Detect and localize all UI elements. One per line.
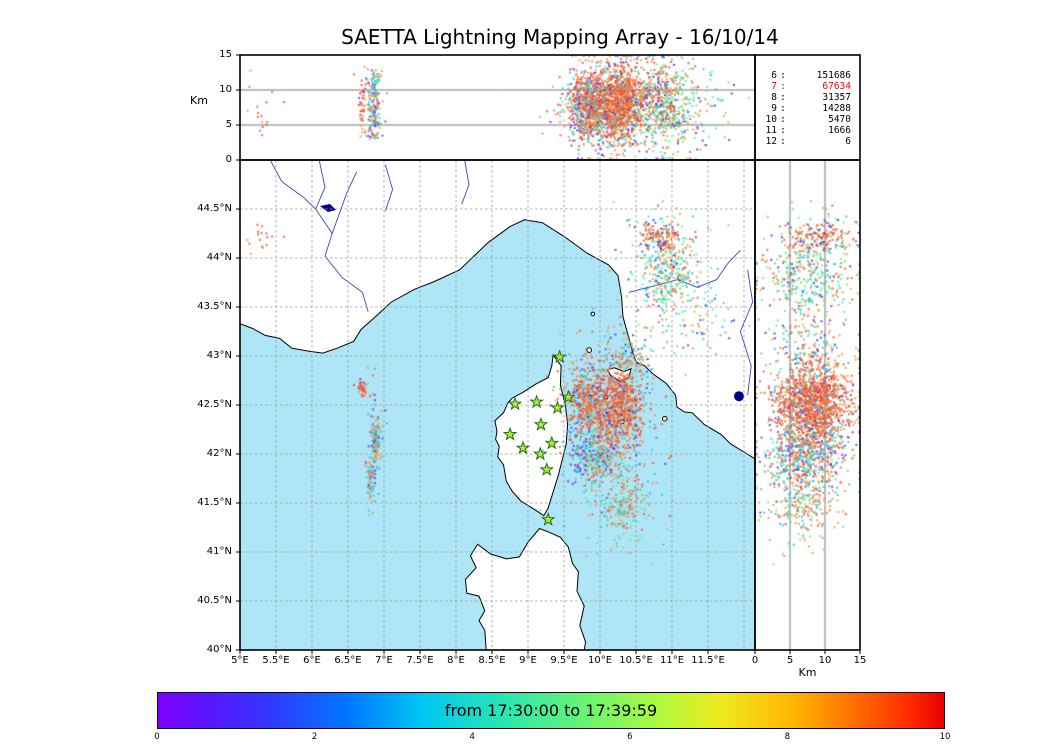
stats-key: 12 (765, 136, 777, 147)
lat-tick-label: 43.5°N (197, 301, 232, 312)
lat-tick-label: 40.5°N (197, 595, 232, 606)
lon-tick-label: 10.5°E (619, 655, 653, 666)
stats-key: 6 (771, 70, 777, 81)
stats-separator: : (780, 114, 786, 125)
stats-key: 9 (771, 103, 777, 114)
lon-tick-label: 7.5°E (406, 655, 434, 666)
stats-value: 6 (845, 136, 851, 147)
stats-value: 67634 (822, 81, 851, 92)
lon-tick-label: 11°E (659, 655, 685, 666)
lat-tick-label: 44°N (206, 252, 232, 263)
lon-tick-label: 9°E (519, 655, 537, 666)
station-star (560, 389, 576, 404)
stations-layer (502, 349, 576, 526)
colorbar-tick-label: 0 (154, 732, 160, 742)
lon-tick-label: 5.5°E (262, 655, 290, 666)
stats-key: 11 (765, 125, 777, 136)
lat-tick-label: 40°N (206, 644, 232, 655)
station-star (540, 512, 556, 526)
lat-tick-label: 44.5°N (197, 203, 232, 214)
station-star (539, 461, 555, 476)
stats-row: 11: 1666 (763, 125, 853, 136)
altitude-tick-label: 10 (219, 84, 232, 95)
lon-tick-label: 8°E (447, 655, 465, 666)
stats-separator: : (780, 92, 786, 103)
stats-row: 10: 5470 (763, 114, 853, 125)
km-tick-label: 10 (818, 655, 832, 666)
stats-row: 8: 31357 (763, 92, 853, 103)
time-colorbar: from 17:30:00 to 17:39:59 (157, 692, 945, 729)
lat-tick-label: 41.5°N (197, 497, 232, 508)
stats-value: 31357 (822, 92, 851, 103)
colorbar-tick-label: 10 (939, 732, 951, 742)
station-star (507, 396, 523, 411)
lon-tick-label: 8.5°E (478, 655, 506, 666)
lon-tick-label: 7°E (375, 655, 393, 666)
stats-row: 6: 151686 (763, 70, 853, 81)
km-tick-label: 5 (786, 655, 794, 666)
station-star (552, 349, 568, 364)
colorbar-tick-label: 8 (784, 732, 791, 742)
station-star (502, 426, 518, 441)
stats-key: 8 (771, 92, 777, 103)
lon-tick-label: 10°E (587, 655, 613, 666)
stats-row: 7: 67634 (763, 81, 853, 92)
colorbar-gradient: from 17:30:00 to 17:39:59 (158, 693, 944, 728)
stats-separator: : (780, 136, 786, 147)
top-panel-canvas (240, 55, 755, 160)
station-star (529, 394, 544, 409)
lon-tick-label: 6°E (303, 655, 321, 666)
stats-value: 14288 (822, 103, 851, 114)
chart-title: SAETTA Lightning Mapping Array - 16/10/1… (341, 25, 779, 49)
colorbar-tick-label: 6 (627, 732, 633, 742)
colorbar-tick-label: 2 (311, 732, 318, 742)
lon-tick-label: 6.5°E (334, 655, 362, 666)
lon-tick-label: 5°E (231, 655, 249, 666)
km-tick-label: 0 (751, 655, 759, 666)
altitude-tick-label: 15 (219, 49, 232, 60)
stats-row: 9: 14288 (763, 103, 853, 114)
lat-tick-label: 42.5°N (197, 399, 232, 410)
lat-tick-label: 42°N (206, 448, 232, 459)
top-panel-ylabel: Km (190, 94, 208, 107)
colorbar-label: from 17:30:00 to 17:39:59 (444, 701, 658, 720)
stats-separator: : (780, 81, 786, 92)
stats-value: 5470 (828, 114, 851, 125)
station-star (550, 400, 565, 415)
stats-value: 151686 (816, 70, 851, 81)
stats-key: 7 (771, 81, 777, 92)
station-star (515, 440, 531, 455)
lat-tick-label: 41°N (206, 546, 232, 557)
right-panel-canvas (755, 160, 860, 650)
lat-tick-label: 43°N (206, 350, 232, 361)
altitude-tick-label: 5 (225, 119, 232, 130)
stats-separator: : (780, 103, 786, 114)
stations-layer-svg (502, 349, 576, 526)
right-panel-xlabel: Km (798, 666, 817, 679)
lon-tick-label: 11.5°E (691, 655, 725, 666)
stats-key: 10 (765, 114, 777, 125)
station-star (544, 435, 560, 450)
stats-row: 12: 6 (763, 136, 853, 147)
km-tick-label: 15 (853, 655, 867, 666)
colorbar-tick-label: 4 (469, 732, 475, 742)
stats-separator: : (780, 70, 786, 81)
station-star (532, 446, 548, 461)
station-star (533, 416, 549, 431)
stats-separator: : (780, 125, 786, 136)
lon-tick-label: 9.5°E (550, 655, 578, 666)
altitude-tick-label: 0 (225, 154, 232, 165)
stats-value: 1666 (828, 125, 851, 136)
source-count-legend: 6:151686 7:67634 8:31357 9:14288 10:5470 11:1… (755, 55, 860, 160)
